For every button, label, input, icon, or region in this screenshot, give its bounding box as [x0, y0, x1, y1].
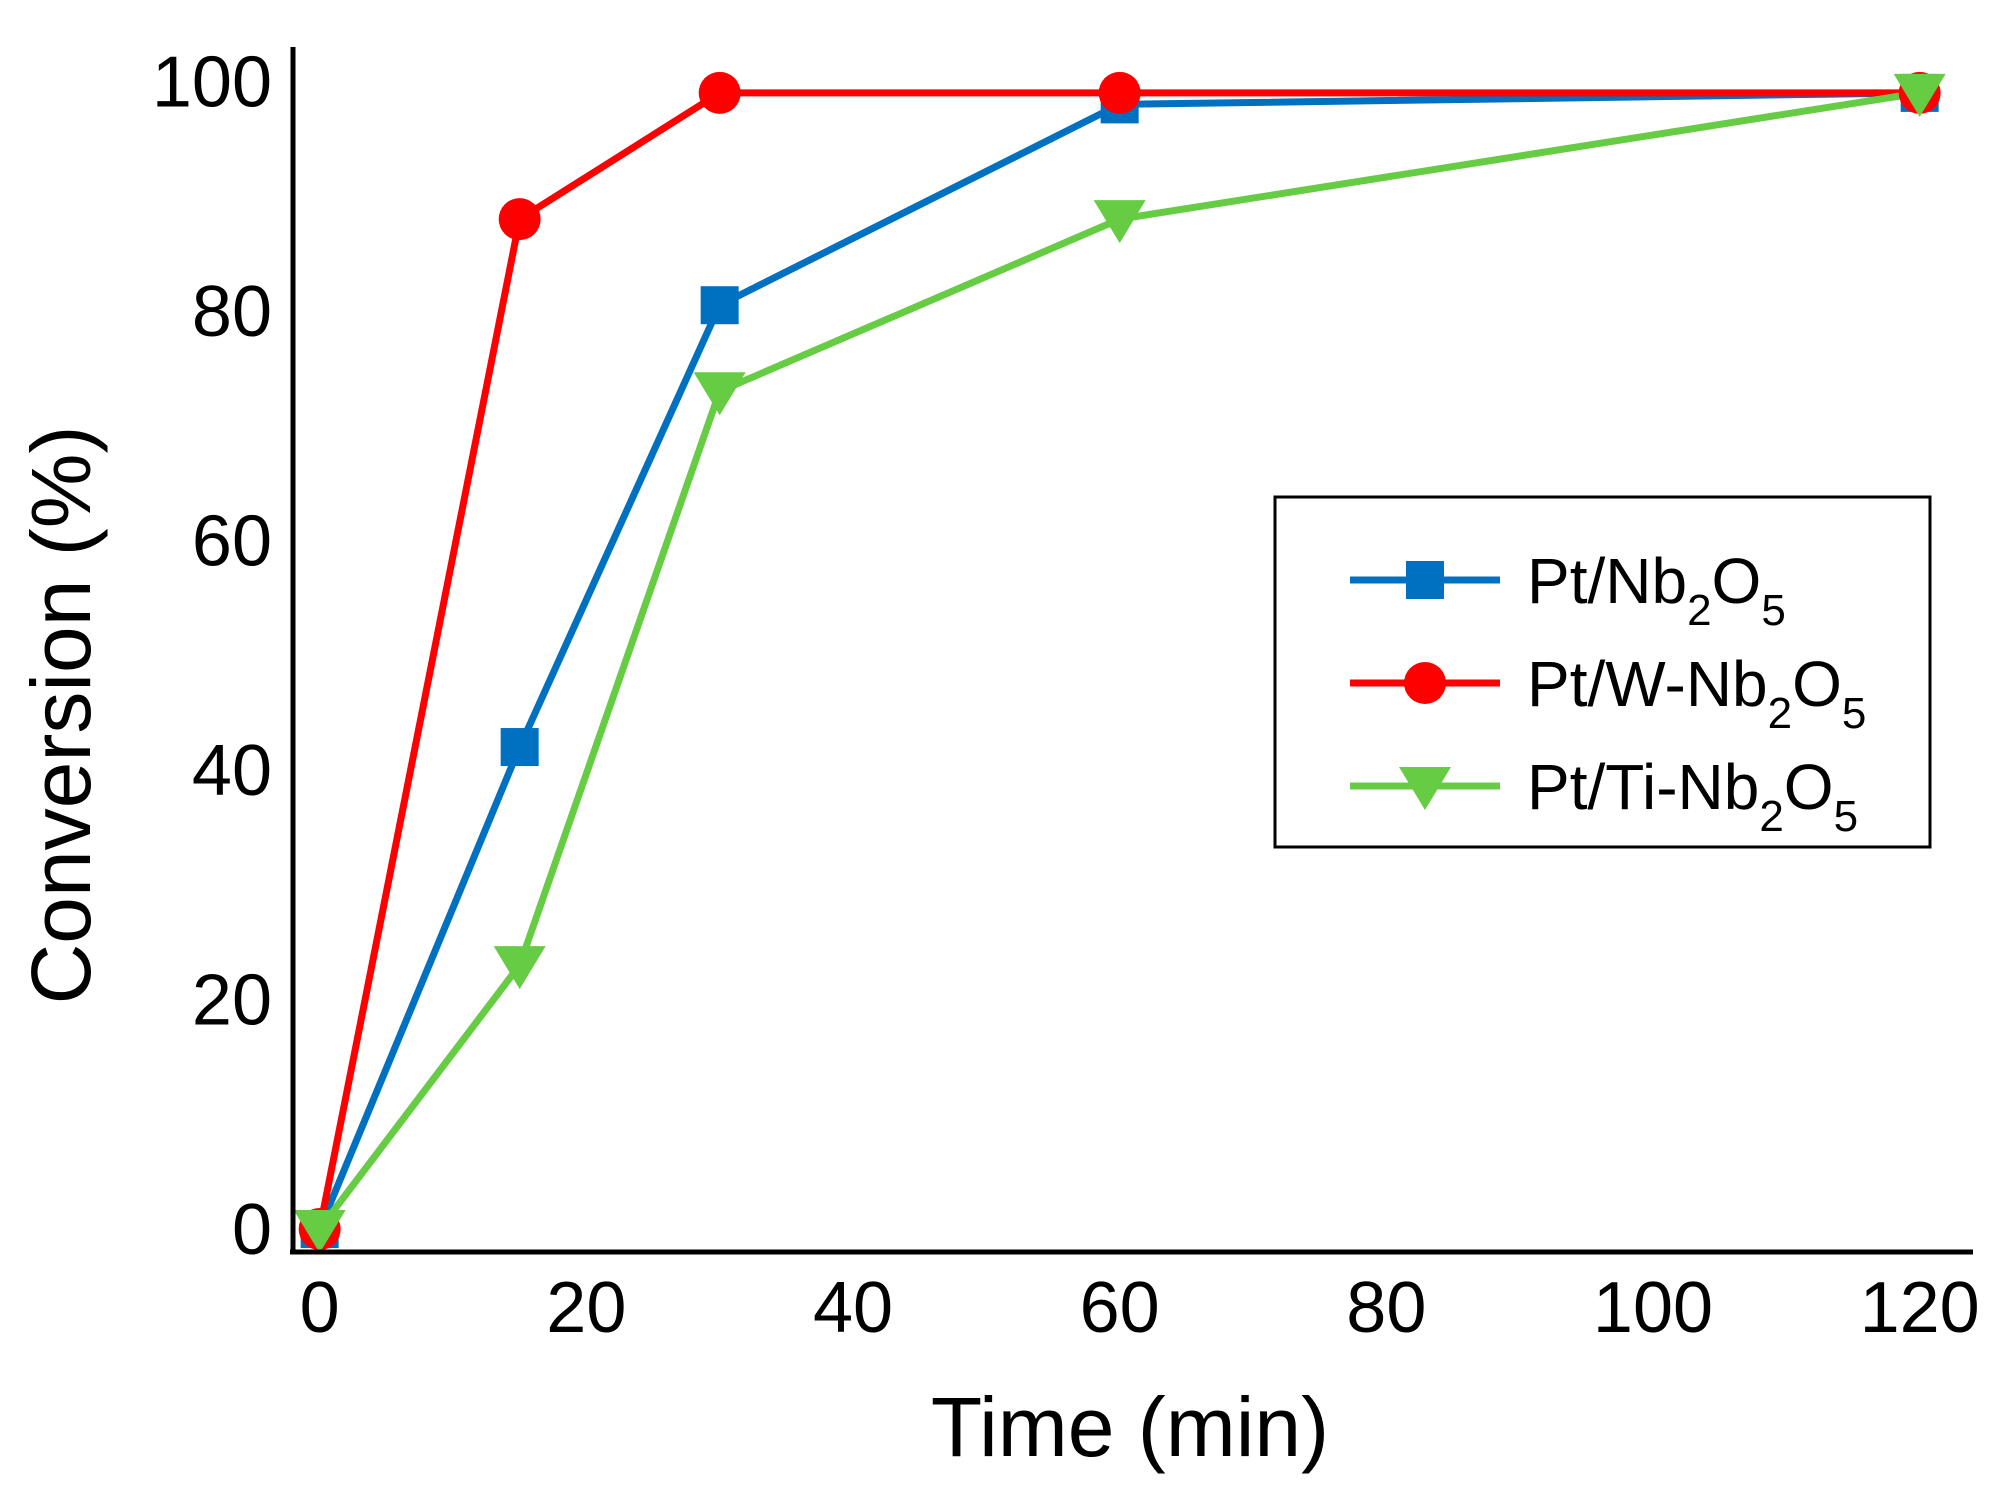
y-tick-label: 20	[192, 961, 272, 1041]
x-tick-label: 100	[1593, 1268, 1713, 1348]
x-tick-label: 120	[1860, 1268, 1980, 1348]
data-point-3	[1893, 73, 1946, 117]
data-point-2	[498, 198, 541, 241]
x-tick-label: 20	[546, 1268, 626, 1348]
axes	[290, 47, 1973, 1255]
x-axis-title: Time (min)	[931, 1380, 1329, 1474]
legend-marker-1	[1406, 561, 1444, 599]
legend-label-1: Pt/Nb2O5	[1527, 545, 1786, 635]
data-point-3	[693, 372, 746, 416]
legend: Pt/Nb2O5 Pt/W-Nb2O5 Pt/Ti-Nb2O5	[1273, 495, 1932, 849]
data-point-2	[1098, 71, 1141, 114]
y-axis-title: Conversion (%)	[14, 426, 108, 1005]
x-tick-label: 60	[1080, 1268, 1160, 1348]
x-tick-label: 0	[300, 1268, 340, 1348]
data-point-1	[700, 286, 739, 325]
legend-label-3: Pt/Ti-Nb2O5	[1527, 751, 1858, 841]
data-point-3	[293, 1210, 346, 1254]
tick-labels: 0 20 40 60 80 100 0 20 40 60 80 100 120	[152, 42, 1980, 1348]
y-tick-label: 0	[232, 1190, 272, 1270]
plot-marks	[293, 71, 1946, 1254]
legend-label-2: Pt/W-Nb2O5	[1527, 648, 1866, 738]
data-point-1	[500, 728, 539, 767]
data-point-3	[1093, 200, 1146, 244]
legend-marker-2	[1404, 662, 1446, 704]
y-tick-label: 100	[152, 42, 272, 122]
data-point-3	[493, 946, 546, 990]
y-tick-label: 80	[192, 272, 272, 352]
y-tick-label: 40	[192, 731, 272, 811]
x-tick-label: 40	[813, 1268, 893, 1348]
data-point-2	[698, 71, 741, 114]
x-tick-label: 80	[1346, 1268, 1426, 1348]
legend-marker-3	[1399, 767, 1451, 810]
y-tick-label: 60	[192, 501, 272, 581]
